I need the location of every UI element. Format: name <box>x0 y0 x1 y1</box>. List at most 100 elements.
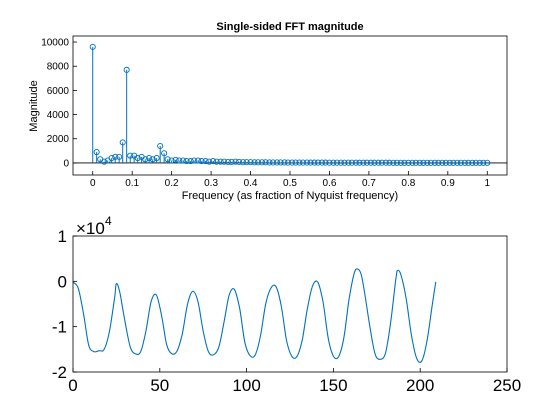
fft-stem-marker <box>360 159 367 166</box>
fft-stem-marker <box>371 159 378 166</box>
signal-x-tick-label: 100 <box>232 376 260 395</box>
fft-stem-marker <box>337 159 344 166</box>
fft-stem-marker <box>435 159 442 166</box>
fft-stem-marker <box>390 159 397 166</box>
fft-stem-marker <box>134 155 141 162</box>
fft-stem-marker <box>258 159 266 166</box>
fft-stem-marker <box>101 158 108 165</box>
fft-stem-marker <box>176 157 183 164</box>
fft-stem-marker <box>119 139 126 146</box>
signal-x-tick-label: 50 <box>150 376 169 395</box>
fft-stem-marker <box>225 158 232 165</box>
fft-stem-marker <box>472 159 479 166</box>
fft-stem-marker <box>480 159 487 166</box>
signal-y-exponent-base: ×10 <box>76 219 105 238</box>
fft-stem-marker <box>409 159 416 166</box>
signal-axes: 0 50 100 150 200 250 -2 -1 0 1 ×10 4 <box>52 214 521 395</box>
fft-stem-marker <box>292 159 299 166</box>
fft-stem-marker <box>454 159 461 166</box>
fft-stem-marker <box>299 159 307 166</box>
fft-stem-marker <box>424 159 431 166</box>
fft-stem-marker <box>243 159 250 166</box>
signal-x-tick-label: 150 <box>319 376 347 395</box>
fft-stem-marker <box>303 159 311 166</box>
fft-stem-marker <box>318 159 326 166</box>
signal-ticks-group: 0 50 100 150 200 250 -2 -1 0 1 <box>52 227 521 395</box>
fft-stem-marker <box>386 159 393 166</box>
fft-stem-marker <box>262 159 269 166</box>
fft-stem-marker <box>112 153 119 160</box>
fft-stem-marker <box>348 159 355 166</box>
fft-stem-marker <box>311 159 318 166</box>
fft-stem-marker <box>333 159 341 166</box>
fft-stem-marker <box>164 156 171 163</box>
fft-stem-marker <box>363 159 370 166</box>
fft-stem-marker <box>341 159 348 166</box>
fft-x-tick-label: 1 <box>484 178 490 189</box>
fft-stem-marker <box>476 159 483 166</box>
fft-stem-marker <box>239 159 247 166</box>
fft-stem-marker <box>172 156 179 163</box>
fft-stem-marker <box>296 159 303 166</box>
fft-stem-marker <box>206 158 213 165</box>
fft-stem-marker <box>217 158 224 165</box>
fft-stem-marker <box>202 158 209 165</box>
fft-stem-marker <box>352 159 359 166</box>
fft-stem-marker <box>228 158 235 165</box>
fft-stem-marker <box>273 159 281 166</box>
fft-stem-marker <box>123 66 130 73</box>
signal-x-tick-label: 200 <box>406 376 434 395</box>
fft-stem-marker <box>420 159 427 166</box>
fft-stem-marker <box>457 159 464 166</box>
fft-stem-marker <box>149 156 156 163</box>
fft-stem-marker <box>393 159 400 166</box>
fft-stem-marker <box>284 159 292 166</box>
fft-stem-marker <box>187 158 194 165</box>
fft-x-tick-label: 0.8 <box>401 178 415 189</box>
fft-stem-marker <box>378 159 385 166</box>
fft-stem-marker <box>307 159 314 166</box>
fft-stem-marker <box>127 152 134 159</box>
fft-ticks-group: 0 0.1 0.2 0.3 0.4 0.5 0.6 0.7 0.8 0.9 1 0 2000 4000 60… <box>41 38 490 189</box>
signal-y-tick-label: -1 <box>52 318 67 337</box>
fft-stem-marker <box>236 158 243 165</box>
fft-stem-marker <box>427 159 434 166</box>
fft-x-tick-label: 0.6 <box>323 178 337 189</box>
fft-stem-marker <box>191 157 198 164</box>
fft-stem-marker <box>356 159 363 166</box>
fft-stem-marker <box>213 158 220 165</box>
fft-axes-box <box>72 35 508 176</box>
fft-stem-marker <box>93 148 100 156</box>
fft-x-tick-label: 0 <box>90 178 96 189</box>
signal-line-group <box>72 268 437 363</box>
fft-stem-marker <box>180 157 187 164</box>
fft-stem-marker <box>450 159 457 166</box>
fft-stem-marker <box>168 157 175 164</box>
fft-y-tick-label: 6000 <box>47 86 70 97</box>
fft-stem-marker <box>461 159 468 166</box>
fft-stem-marker <box>442 159 449 166</box>
fft-stem-marker <box>247 159 254 166</box>
fft-x-tick-label: 0.3 <box>204 178 218 189</box>
signal-y-tick-label: -2 <box>52 363 67 382</box>
fft-stem-marker <box>401 159 408 166</box>
fft-stem-marker <box>469 159 476 166</box>
fft-stem-marker <box>288 159 296 166</box>
fft-y-tick-label: 4000 <box>47 110 70 121</box>
fft-stem-marker <box>161 150 168 157</box>
fft-y-tick-label: 8000 <box>47 62 70 73</box>
fft-stem-marker <box>446 159 453 166</box>
fft-stem-marker <box>405 159 412 166</box>
fft-stem-marker <box>254 159 262 166</box>
fft-y-tick-label: 0 <box>63 158 69 169</box>
fft-stem-marker <box>330 159 337 166</box>
fft-y-tick-label: 10000 <box>41 38 69 49</box>
fft-stem-marker <box>484 159 491 166</box>
fft-y-tick-label: 2000 <box>47 134 70 145</box>
fft-stem-marker <box>266 159 273 166</box>
fft-stem-marker <box>198 158 205 165</box>
signal-x-tick-label: 0 <box>68 376 77 395</box>
fft-chart-title: Single-sided FFT magnitude <box>216 21 363 33</box>
